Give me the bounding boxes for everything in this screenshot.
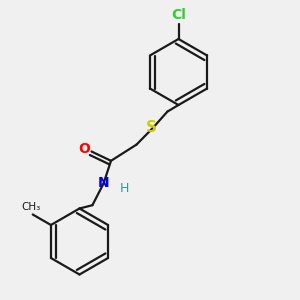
Text: N: N: [98, 176, 109, 190]
Text: CH₃: CH₃: [22, 202, 41, 212]
Text: H: H: [120, 182, 129, 196]
Text: Cl: Cl: [171, 8, 186, 22]
Text: O: O: [78, 142, 90, 156]
Text: S: S: [146, 120, 157, 135]
